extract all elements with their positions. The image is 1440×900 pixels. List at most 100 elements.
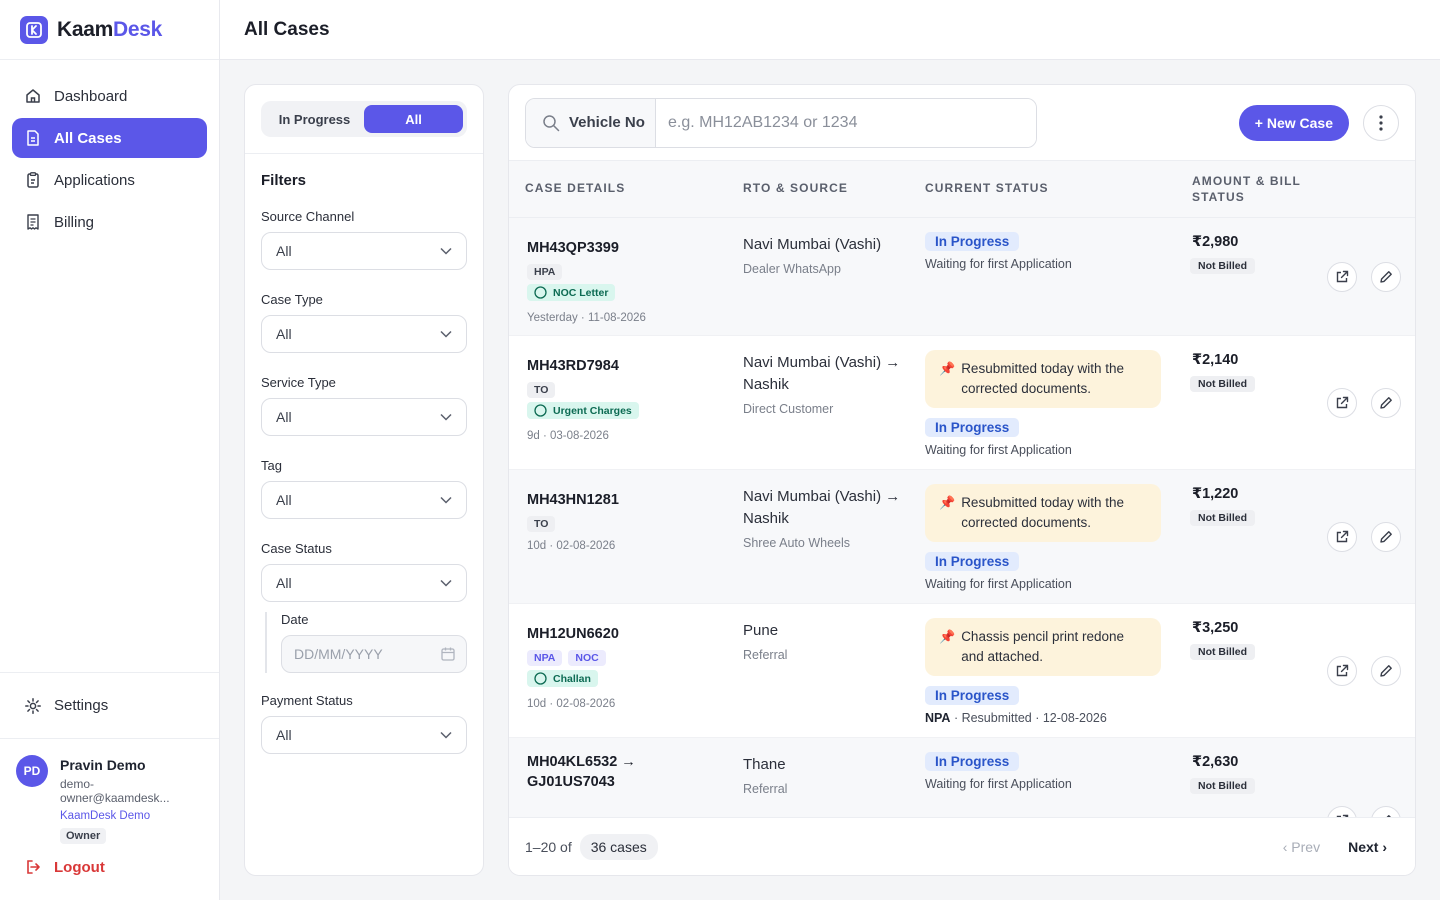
clipboard-icon [24,171,42,189]
current-status: 📌 Resubmitted today with the corrected do… [925,484,1165,591]
amount: ₹3,250 [1192,620,1239,636]
pencil-icon [1379,396,1393,410]
vehicle-search: Vehicle No [525,97,1037,148]
edit-case-button[interactable] [1371,656,1401,686]
case-age: 9d · 03-08-2026 [527,430,609,442]
case-details: MH43HN1281 TO 10d · 02-08-2026 [527,490,727,552]
pencil-icon [1379,270,1393,284]
bill-status-badge: Not Billed [1190,778,1255,794]
service-type-select[interactable]: All [261,398,467,436]
case-tag: NOC [568,650,606,666]
rto-source: Navi Mumbai (Vashi) → Nashik Shree Auto … [743,486,913,550]
table-row[interactable]: MH43HN1281 TO 10d · 02-08-2026 Navi Mumb… [509,470,1415,604]
rto-source: Pune Referral [743,620,913,662]
circle-icon [534,286,547,299]
row-actions [1327,656,1415,686]
status-detail: Waiting for first Application [925,777,1072,791]
vehicle-number: MH43QP3399 [527,240,619,256]
case-type-select[interactable]: All [261,315,467,353]
main-nav: Dashboard All Cases Applications Billing [0,60,219,242]
case-status-label: Case Status [261,541,332,556]
filters-panel: In Progress All Filters Source Channel A… [244,84,484,876]
amount: ₹2,980 [1192,234,1239,250]
table-row[interactable]: MH12UN6620 NPA NOC Challan 10d · 02-08-20… [509,604,1415,738]
case-details: MH12UN6620 NPA NOC Challan 10d · 02-08-20… [527,624,727,710]
open-case-button[interactable] [1327,388,1357,418]
filters-title: Filters [261,172,307,189]
status-detail: Waiting for first Application [925,577,1072,591]
pencil-icon [1379,530,1393,544]
new-case-button[interactable]: + New Case [1238,104,1349,141]
edit-case-button[interactable] [1371,388,1401,418]
nav-item-applications[interactable]: Applications [12,160,207,200]
search-field-label: Vehicle No [569,114,645,131]
case-status-select[interactable]: All [261,564,467,602]
case-details: MH04KL6532 → GJ01US7043 [527,752,677,792]
pin-icon: 📌 [939,361,956,376]
note-text: Chassis pencil print redone and attached… [961,629,1125,664]
nav-label: Dashboard [54,87,128,105]
table-row[interactable]: MH43QP3399 HPA NOC Letter Yesterday · 11… [509,218,1415,336]
status-detail: Waiting for first Application [925,443,1072,457]
open-case-button[interactable] [1327,522,1357,552]
select-value: All [276,326,292,342]
logout-button[interactable]: Logout [24,858,105,876]
payment-status-label: Payment Status [261,693,353,708]
amount-bill: ₹3,250 Not Billed [1190,620,1255,660]
case-details: MH43RD7984 TO Urgent Charges 9d · 03-08-… [527,356,727,442]
table-row[interactable]: MH43RD7984 TO Urgent Charges 9d · 03-08-… [509,336,1415,470]
service-badge: NOC Letter [527,284,616,301]
user-email: demo-owner@kaamdesk... [60,777,170,805]
open-case-button[interactable] [1327,262,1357,292]
prev-page-button[interactable]: ‹ Prev [1282,838,1321,855]
settings-label: Settings [54,697,109,714]
sidebar: KaamDesk Dashboard All Cases Application… [0,0,220,900]
service-badge: Urgent Charges [527,402,639,419]
date-input[interactable]: DD/MM/YYYY [281,635,467,673]
col-header-amount-line1: AMOUNT & BILL [1192,174,1301,188]
amount-bill: ₹2,980 Not Billed [1190,234,1255,274]
chevron-down-icon [440,496,452,504]
nav-item-all-cases[interactable]: All Cases [12,118,207,158]
user-role-badge: Owner [60,828,107,844]
case-type-label: Case Type [261,292,323,307]
segment-all[interactable]: All [364,105,463,133]
nav-item-dashboard[interactable]: Dashboard [12,76,207,116]
current-status: 📌 Resubmitted today with the corrected do… [925,350,1165,457]
case-note: 📌 Resubmitted today with the corrected do… [925,350,1161,408]
segment-in-progress[interactable]: In Progress [278,111,351,127]
open-case-button[interactable] [1327,656,1357,686]
user-card[interactable]: PD Pravin Demo demo-owner@kaamdesk... Ka… [0,739,219,844]
brand[interactable]: KaamDesk [0,0,219,60]
vehicle-number: MH04KL6532 → GJ01US7043 [527,754,636,790]
settings-link[interactable]: Settings [0,673,219,739]
case-age: 10d · 02-08-2026 [527,540,616,552]
edit-case-button[interactable] [1371,262,1401,292]
more-options-button[interactable] [1363,104,1399,141]
status-segment: In Progress All [261,101,467,137]
search-icon [542,114,560,132]
table-header: CASE DETAILS RTO & SOURCE CURRENT STATUS… [509,161,1415,218]
select-value: All [276,409,292,425]
total-count-badge: 36 cases [579,833,658,860]
nav-item-billing[interactable]: Billing [12,202,207,242]
edit-case-button[interactable] [1371,522,1401,552]
source: Direct Customer [743,402,834,416]
bill-status-badge: Not Billed [1190,644,1255,660]
amount-bill: ₹1,220 Not Billed [1190,486,1255,526]
more-vertical-icon [1379,114,1383,131]
tag-select[interactable]: All [261,481,467,519]
source: Shree Auto Wheels [743,536,851,550]
case-details: MH43QP3399 HPA NOC Letter Yesterday · 11… [527,238,727,324]
date-placeholder: DD/MM/YYYY [294,646,383,662]
document-icon [24,129,42,147]
source-channel-select[interactable]: All [261,232,467,270]
next-page-button[interactable]: Next › [1348,838,1387,855]
search-field-selector[interactable]: Vehicle No [526,98,656,147]
table-row[interactable]: MH04KL6532 → GJ01US7043 Thane Referral I… [509,738,1415,819]
status-detail-text: · Resubmitted · 12-08-2026 [950,711,1107,725]
payment-status-select[interactable]: All [261,716,467,754]
search-input[interactable] [656,98,1036,147]
status-detail-bold: NPA [925,711,951,725]
bill-status-badge: Not Billed [1190,258,1255,274]
